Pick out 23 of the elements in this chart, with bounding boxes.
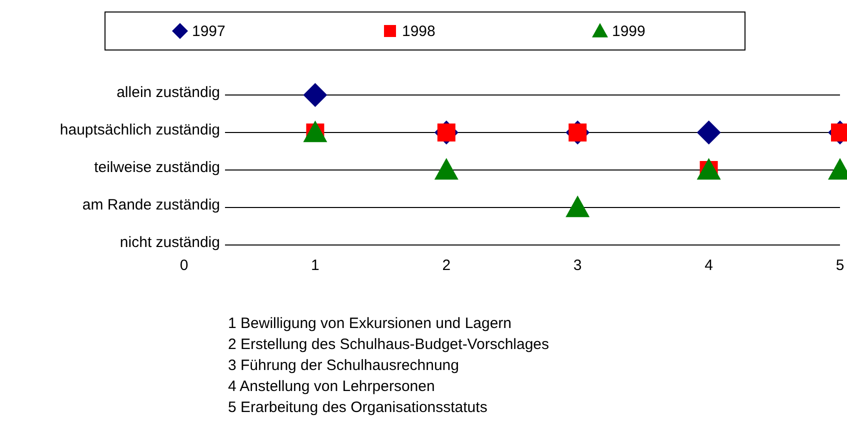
- point: [303, 83, 328, 107]
- text: 1 Bewilligung von Exkursionen und Lagern: [228, 315, 512, 332]
- legend-label: 1997: [192, 23, 226, 40]
- category-label: nicht zuständig: [120, 234, 220, 251]
- text: 3 Führung der Schulhausrechnung: [228, 357, 459, 374]
- category-label: hauptsächlich zuständig: [60, 121, 220, 138]
- x-tick-label: 4: [704, 257, 713, 274]
- text: 4 Anstellung von Lehrpersonen: [228, 378, 435, 395]
- x-tick-label: 5: [836, 257, 844, 274]
- point: [696, 120, 721, 144]
- text: 5 Erarbeitung des Organisationsstatuts: [228, 399, 488, 416]
- legend-label: 1998: [402, 23, 436, 40]
- category-label: allein zuständig: [116, 84, 220, 101]
- point: [566, 196, 590, 218]
- legend-label: 1999: [612, 23, 646, 40]
- x-tick-label: 2: [442, 257, 451, 274]
- text: 2 Erstellung des Schulhaus-Budget-Vorschlages: [228, 336, 550, 353]
- x-tick-label: 3: [573, 257, 582, 274]
- point: [434, 158, 458, 180]
- category-label: am Rande zuständig: [82, 196, 220, 214]
- x-tick-label: 1: [311, 257, 320, 274]
- x-tick-label: 0: [180, 257, 188, 274]
- category-label: teilweise zuständig: [94, 158, 220, 176]
